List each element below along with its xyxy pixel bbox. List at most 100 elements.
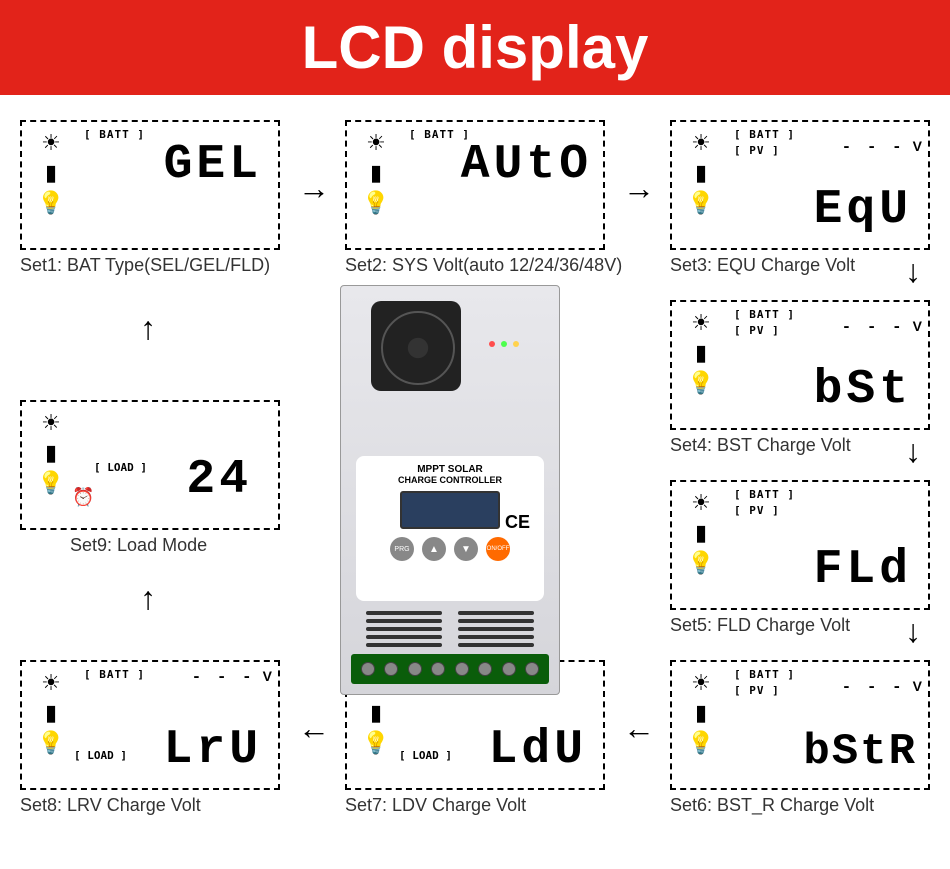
vents [366, 611, 534, 656]
battery-icon: ▮ [678, 162, 724, 184]
clock-icon: ⏰ [72, 487, 94, 508]
sun-icon: ☀ [678, 672, 724, 694]
arrow-down-icon: ↓ [905, 433, 921, 470]
seg-value: LrU [164, 723, 262, 777]
lcd-set1: ☀ ▮ 💡 [ BATT ] GEL [20, 120, 280, 250]
lcd-set5: ☀ ▮ 💡 [ BATT ] [ PV ] FLd [670, 480, 930, 610]
seg-value: GEL [164, 138, 262, 192]
bulb-icon: 💡 [28, 472, 74, 494]
sun-icon: ☀ [28, 672, 74, 694]
batt-label: [ BATT ] [734, 488, 795, 501]
sun-icon: ☀ [28, 412, 74, 434]
battery-icon: ▮ [353, 702, 399, 724]
down-button: ▼ [454, 537, 478, 561]
lcd-set9: ☀ ▮ 💡 ⏰ [ LOAD ] 24 [20, 400, 280, 530]
lcd-set8: ☀ ▮ 💡 [ BATT ] - - - V [ LOAD ] LrU [20, 660, 280, 790]
bulb-icon: 💡 [28, 732, 74, 754]
battery-icon: ▮ [678, 522, 724, 544]
pv-label: [ PV ] [734, 504, 780, 517]
seg-value: LdU [489, 723, 587, 777]
fan-icon [371, 301, 461, 391]
caption-set2: Set2: SYS Volt(auto 12/24/36/48V) [345, 255, 622, 276]
battery-icon: ▮ [28, 702, 74, 724]
sun-icon: ☀ [678, 492, 724, 514]
sun-icon: ☀ [678, 132, 724, 154]
lcd-set3: ☀ ▮ 💡 [ BATT ] [ PV ] - - - V EqU [670, 120, 930, 250]
dashes: - - - [192, 668, 255, 686]
arrow-left-icon: ← [623, 710, 655, 747]
battery-icon: ▮ [678, 702, 724, 724]
pv-label: [ PV ] [734, 144, 780, 157]
bulb-icon: 💡 [353, 732, 399, 754]
load-label: [ LOAD ] [94, 461, 147, 474]
arrow-up-icon: ↑ [140, 580, 156, 617]
arrow-right-icon: → [298, 170, 330, 207]
unit-v: V [263, 668, 272, 684]
caption-set8: Set8: LRV Charge Volt [20, 795, 201, 816]
sun-icon: ☀ [678, 312, 724, 334]
seg-value: AUtO [461, 138, 592, 192]
caption-set1: Set1: BAT Type(SEL/GEL/FLD) [20, 255, 270, 276]
arrow-right-icon: → [623, 170, 655, 207]
dashes: - - - [842, 138, 905, 156]
batt-label: [ BATT ] [734, 128, 795, 141]
unit-v: V [913, 138, 922, 154]
banner: LCD display [0, 0, 950, 95]
device-panel: MPPT SOLAR CHARGE CONTROLLER CE PRG ▲ ▼ … [356, 456, 544, 601]
panel-title: MPPT SOLAR [364, 464, 536, 475]
up-button: ▲ [422, 537, 446, 561]
diagram: ☀ ▮ 💡 [ BATT ] GEL Set1: BAT Type(SEL/GE… [0, 95, 950, 869]
prg-button: PRG [390, 537, 414, 561]
led-indicators [489, 341, 519, 347]
caption-set7: Set7: LDV Charge Volt [345, 795, 526, 816]
lcd-set4: ☀ ▮ 💡 [ BATT ] [ PV ] - - - V bSt [670, 300, 930, 430]
caption-set9: Set9: Load Mode [70, 535, 207, 556]
batt-label: [ BATT ] [734, 668, 795, 681]
battery-icon: ▮ [28, 442, 74, 464]
batt-label: [ BATT ] [734, 308, 795, 321]
battery-icon: ▮ [678, 342, 724, 364]
caption-set3: Set3: EQU Charge Volt [670, 255, 855, 276]
bulb-icon: 💡 [28, 192, 74, 214]
bulb-icon: 💡 [678, 192, 724, 214]
seg-value: bStR [803, 727, 917, 777]
bulb-icon: 💡 [678, 372, 724, 394]
pv-label: [ PV ] [734, 324, 780, 337]
seg-value: FLd [814, 543, 912, 597]
sun-icon: ☀ [28, 132, 74, 154]
battery-icon: ▮ [28, 162, 74, 184]
lcd-set2: ☀ ▮ 💡 [ BATT ] AUtO [345, 120, 605, 250]
pv-label: [ PV ] [734, 684, 780, 697]
batt-label: [ BATT ] [84, 668, 145, 681]
ce-mark: CE [505, 512, 530, 533]
seg-value: EqU [814, 183, 912, 237]
bulb-icon: 💡 [678, 552, 724, 574]
arrow-down-icon: ↓ [905, 253, 921, 290]
device-image: MPPT SOLAR CHARGE CONTROLLER CE PRG ▲ ▼ … [340, 285, 560, 695]
batt-label: [ BATT ] [84, 128, 145, 141]
arrow-down-icon: ↓ [905, 613, 921, 650]
load-label: [ LOAD ] [399, 749, 452, 762]
caption-set4: Set4: BST Charge Volt [670, 435, 851, 456]
seg-value: bSt [814, 363, 912, 417]
caption-set6: Set6: BST_R Charge Volt [670, 795, 874, 816]
lcd-set6: ☀ ▮ 💡 [ BATT ] [ PV ] - - - V bStR [670, 660, 930, 790]
bulb-icon: 💡 [678, 732, 724, 754]
bulb-icon: 💡 [353, 192, 399, 214]
load-label: [ LOAD ] [74, 749, 127, 762]
caption-set5: Set5: FLD Charge Volt [670, 615, 850, 636]
terminal-block [351, 654, 549, 684]
arrow-up-icon: ↑ [140, 310, 156, 347]
seg-value: 24 [186, 453, 252, 507]
arrow-left-icon: ← [298, 710, 330, 747]
panel-screen [400, 491, 500, 529]
unit-v: V [913, 678, 922, 694]
sun-icon: ☀ [353, 132, 399, 154]
dashes: - - - [842, 678, 905, 696]
battery-icon: ▮ [353, 162, 399, 184]
panel-subtitle: CHARGE CONTROLLER [364, 475, 536, 485]
dashes: - - - [842, 318, 905, 336]
banner-title: LCD display [302, 13, 649, 82]
onoff-button: ON/OFF [486, 537, 510, 561]
unit-v: V [913, 318, 922, 334]
